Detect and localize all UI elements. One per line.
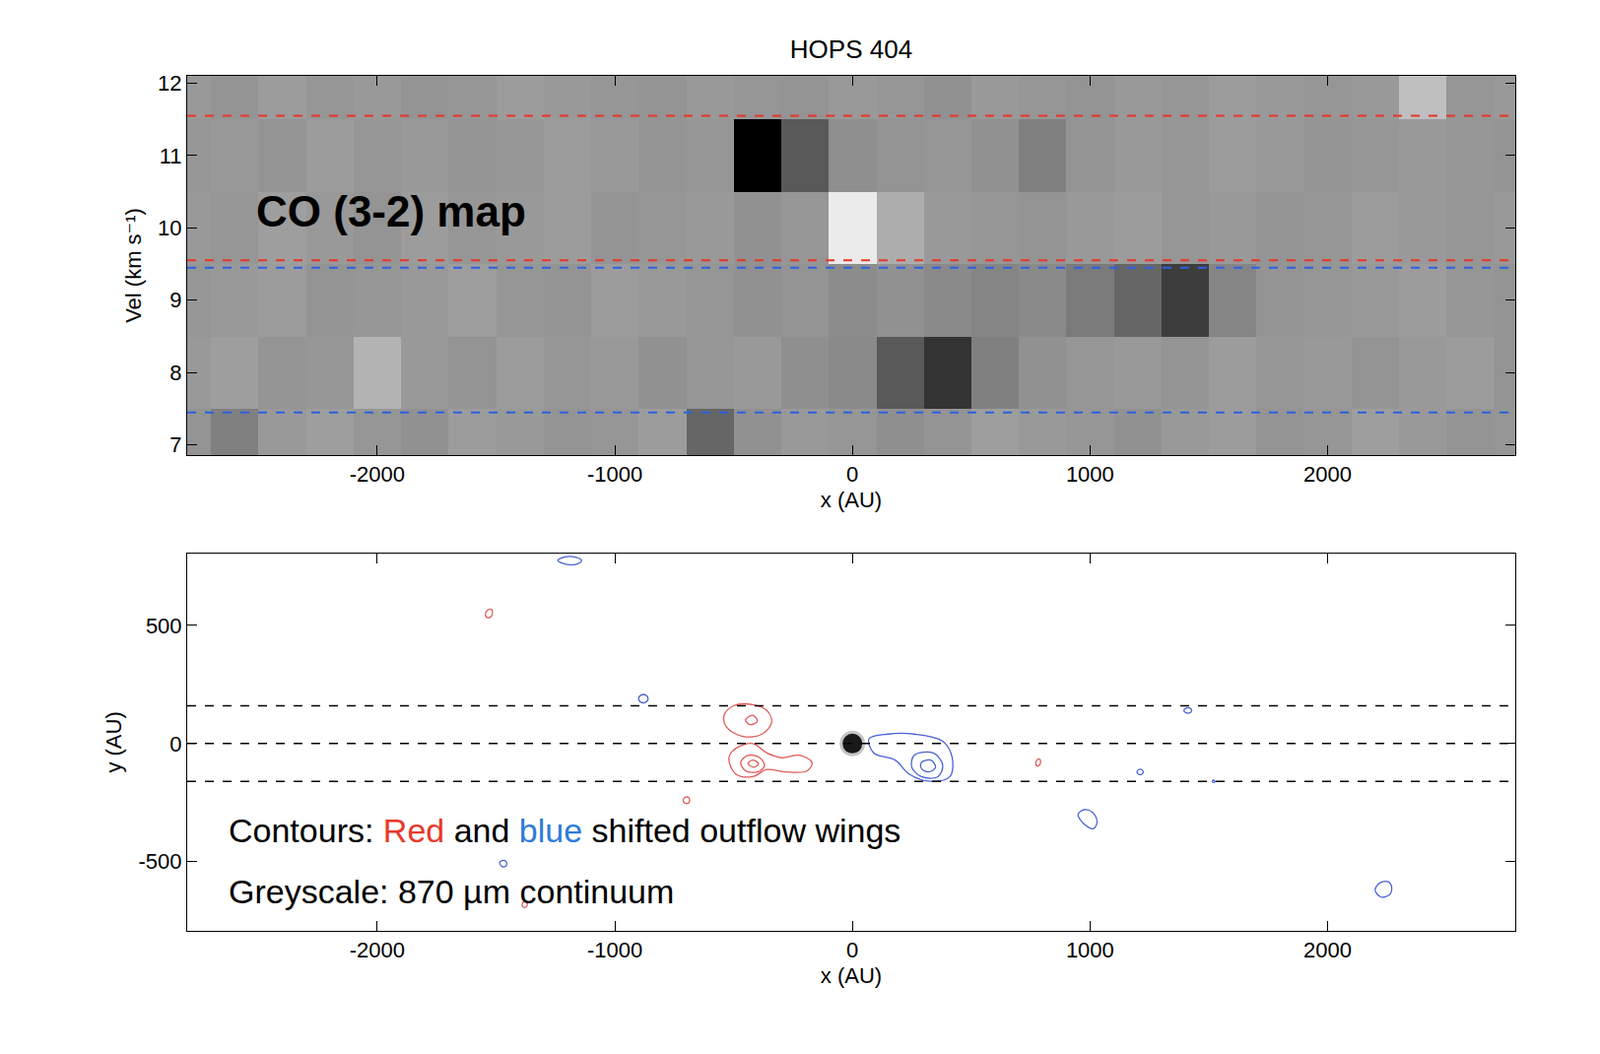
svg-text:x (AU): x (AU) <box>820 487 882 513</box>
svg-text:x (AU): x (AU) <box>820 963 882 989</box>
svg-text:500: 500 <box>145 613 183 639</box>
svg-text:-500: -500 <box>138 849 183 874</box>
svg-text:-1000: -1000 <box>587 937 643 963</box>
svg-text:1000: 1000 <box>1066 937 1115 963</box>
svg-text:0: 0 <box>846 937 859 963</box>
svg-text:Contours: Red and blue shifted: Contours: Red and blue shifted outflow w… <box>228 811 901 850</box>
svg-text:10: 10 <box>157 215 182 241</box>
svg-text:8: 8 <box>169 360 182 386</box>
svg-text:0: 0 <box>846 462 859 487</box>
svg-text:0: 0 <box>169 732 182 757</box>
svg-text:2000: 2000 <box>1303 462 1352 487</box>
svg-text:-2000: -2000 <box>349 462 405 487</box>
svg-text:-2000: -2000 <box>349 937 405 963</box>
svg-text:y (AU): y (AU) <box>101 711 127 773</box>
svg-text:11: 11 <box>159 143 183 169</box>
svg-text:1000: 1000 <box>1066 462 1115 487</box>
svg-text:12: 12 <box>157 70 182 96</box>
svg-text:HOPS 404: HOPS 404 <box>790 34 913 65</box>
svg-text:CO (3-2) map: CO (3-2) map <box>256 187 527 236</box>
svg-text:7: 7 <box>169 432 182 458</box>
svg-text:Greyscale: 870 µm continuum: Greyscale: 870 µm continuum <box>228 872 674 911</box>
svg-text:9: 9 <box>169 287 182 313</box>
svg-text:-1000: -1000 <box>587 462 643 487</box>
svg-text:Vel (km s⁻¹): Vel (km s⁻¹) <box>121 207 146 324</box>
svg-text:2000: 2000 <box>1303 937 1352 963</box>
